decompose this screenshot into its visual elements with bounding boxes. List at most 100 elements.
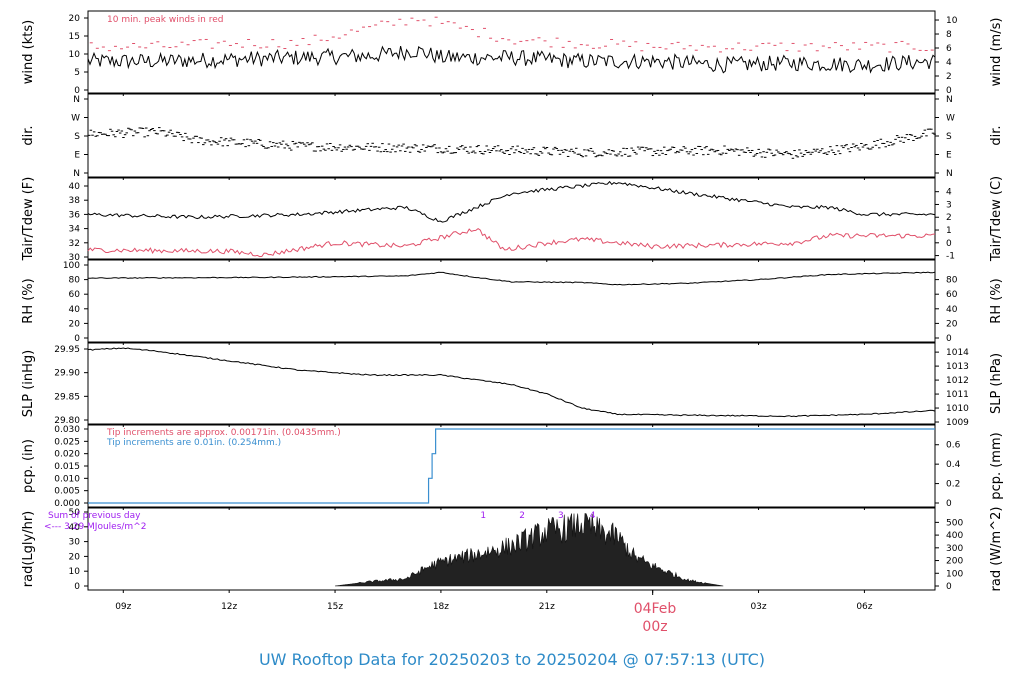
dir-left-tick-label: N xyxy=(73,169,80,179)
time-tick-label: 21z xyxy=(539,602,555,612)
pcp-note-red: Tip increments are approx. 0.00171in. (0… xyxy=(106,428,341,438)
rad-area xyxy=(334,513,724,587)
tair-line xyxy=(87,180,936,223)
dir-left-tick-label: W xyxy=(71,114,80,124)
dir-right-tick-label: W xyxy=(946,114,955,124)
rad-sum-line1: Sum of previous day xyxy=(48,511,141,521)
slp-frame xyxy=(87,342,936,425)
temp-right-axis-label: Tair/Tdew (C) xyxy=(989,176,1004,262)
rh-line xyxy=(88,271,936,286)
wind-right-tick-label: 6 xyxy=(946,44,952,54)
rad-right-tick-label: 300 xyxy=(946,544,963,554)
pcp-right-tick-label: 0 xyxy=(946,499,952,509)
wind-speed-line xyxy=(87,45,936,74)
temp-left-tick-label: 30 xyxy=(69,253,81,263)
pcp-left-tick-label: 0.030 xyxy=(54,425,80,435)
rad-frame xyxy=(87,507,936,591)
rad-right-tick-label: 200 xyxy=(946,557,963,567)
time-axis: 09z 12z 15z 18z 21z 03z 06z xyxy=(115,590,873,612)
slp-line xyxy=(87,347,936,418)
pcp-right-tick-label: 0.4 xyxy=(946,460,961,470)
pcp-left-axis-label: pcp. (in) xyxy=(21,439,36,493)
rh-left-axis-label: RH (%) xyxy=(21,278,36,323)
pcp-left-tick-label: 0.010 xyxy=(54,474,80,484)
pcp-left-tick-label: 0.015 xyxy=(54,462,80,472)
pcp-left-tick-label: 0.000 xyxy=(54,499,80,509)
rh-right-tick-label: 20 xyxy=(946,319,958,329)
slp-right-tick-label: 1013 xyxy=(946,362,969,372)
rh-right-axis-label: RH (%) xyxy=(989,278,1004,323)
wind-right-tick-label: 10 xyxy=(946,16,958,26)
rad-marker: 4 xyxy=(590,511,596,521)
pcp-note-blue: Tip increments are 0.01in. (0.254mm.) xyxy=(106,438,281,448)
wind-right-tick-label: 8 xyxy=(946,30,952,40)
pcp-line xyxy=(88,428,935,504)
temp-left-tick-label: 34 xyxy=(69,225,81,235)
rad-right-tick-label: 0 xyxy=(946,582,952,592)
slp-left-tick-label: 29.95 xyxy=(54,345,80,355)
rh-right-tick-label: 0 xyxy=(946,334,952,344)
panel-slp: 29.80 29.85 29.90 29.95 1009 1010 1011 1012 1013… xyxy=(21,342,1004,428)
temp-frame xyxy=(87,177,936,260)
temp-left-tick-label: 36 xyxy=(69,210,81,220)
rh-frame xyxy=(87,259,936,343)
rad-right-tick-label: 500 xyxy=(946,518,963,528)
time-tick-label: 06z xyxy=(856,602,872,612)
slp-left-axis-label: SLP (inHg) xyxy=(21,350,36,418)
temp-left-tick-label: 32 xyxy=(69,239,80,249)
rh-right-tick-label: 40 xyxy=(946,305,958,315)
dir-right-tick-label: N xyxy=(946,95,953,105)
rad-left-tick-label: 50 xyxy=(69,508,81,518)
wind-left-tick-label: 10 xyxy=(69,50,81,60)
rad-left-tick-label: 10 xyxy=(69,567,81,577)
rh-left-tick-label: 0 xyxy=(74,334,80,344)
rad-marker: 1 xyxy=(480,511,486,521)
slp-left-tick-label: 29.80 xyxy=(54,416,80,426)
rad-right-axis-label: rad (W/m^2) xyxy=(989,507,1004,592)
dir-left-tick-label: S xyxy=(74,132,80,142)
dir-right-tick-label: S xyxy=(946,132,952,142)
wind-note: 10 min. peak winds in red xyxy=(107,15,224,25)
pcp-right-tick-label: 0.6 xyxy=(946,441,961,451)
pcp-left-tick-label: 0.020 xyxy=(54,450,80,460)
slp-right-tick-label: 1011 xyxy=(946,390,969,400)
wind-frame xyxy=(87,10,936,94)
figure-title: UW Rooftop Data for 20250203 to 20250204… xyxy=(259,650,765,669)
rad-left-tick-label: 20 xyxy=(69,552,81,562)
wind-left-tick-label: 20 xyxy=(69,14,81,24)
panel-wind: 0 5 10 15 20 0 2 4 6 8 10 wind (kts) wind (m/s) 10 mi… xyxy=(21,10,1004,96)
wind-right-axis-label: wind (m/s) xyxy=(989,18,1004,87)
temp-right-tick-label: 2 xyxy=(946,213,952,223)
pcp-left-tick-label: 0.005 xyxy=(54,487,80,497)
rad-left-tick-label: 40 xyxy=(69,523,81,533)
slp-right-axis-label: SLP (hPa) xyxy=(989,353,1004,414)
dir-left-axis-label: dir. xyxy=(21,125,36,145)
temp-left-tick-label: 40 xyxy=(69,182,81,192)
date-hour-label: 00z xyxy=(642,619,667,635)
panel-pcp: 0.000 0.005 0.010 0.015 0.020 0.025 0.030 0 0.2 0… xyxy=(21,424,1004,510)
temp-right-tick-label: -1 xyxy=(946,252,955,262)
wind-left-tick-label: 0 xyxy=(74,86,80,96)
temp-right-tick-label: 3 xyxy=(946,200,952,210)
rh-left-tick-label: 100 xyxy=(63,261,80,271)
rh-right-tick-label: 80 xyxy=(946,276,958,286)
dir-right-tick-label: N xyxy=(946,169,953,179)
rad-left-axis-label: rad(Lgly/hr) xyxy=(21,511,36,587)
slp-left-tick-label: 29.85 xyxy=(54,392,80,402)
slp-right-tick-label: 1014 xyxy=(946,348,969,358)
dir-right-tick-label: E xyxy=(946,151,952,161)
date-label: 04Feb xyxy=(634,601,677,617)
panel-rh: 0 20 40 60 80 100 0 20 40 60 80 RH (%) RH (%) xyxy=(21,259,1004,345)
rh-left-tick-label: 20 xyxy=(69,319,81,329)
pcp-right-tick-label: 0.2 xyxy=(946,480,960,490)
slp-right-tick-label: 1009 xyxy=(946,418,969,428)
rh-left-tick-label: 80 xyxy=(69,276,81,286)
slp-right-tick-label: 1012 xyxy=(946,376,969,386)
slp-left-tick-label: 29.90 xyxy=(54,369,80,379)
rad-marker: 3 xyxy=(558,511,564,521)
wind-left-tick-label: 5 xyxy=(74,68,80,78)
rad-sum-line2: <--- 3.29 MJoules/m^2 xyxy=(44,522,146,532)
